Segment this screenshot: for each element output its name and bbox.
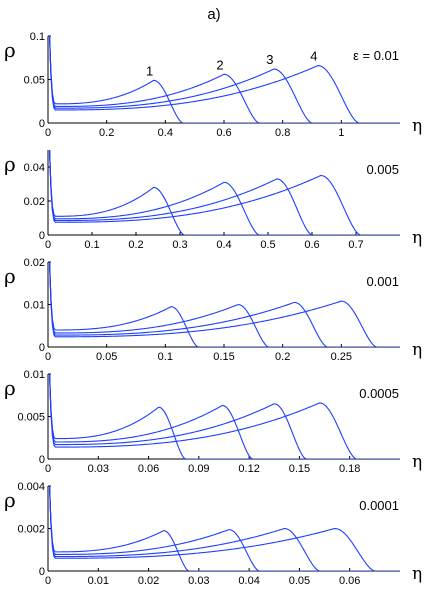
x-tick-label: 0.2 [275, 351, 290, 363]
x-axis-label: η [412, 116, 422, 136]
x-tick-label: 0.06 [339, 575, 360, 587]
x-tick-label: 0.15 [213, 351, 234, 363]
panel-4: 0 0.03 0.06 0.09 0.12 0.15 0.18 0 0.005 0.01 ρ η 0.0… [4, 369, 422, 475]
series-curve-3 [48, 262, 400, 347]
epsilon-annotation: ε = 0.01 [353, 48, 399, 63]
curve-label: 4 [310, 49, 317, 64]
x-tick-label: 0.02 [138, 575, 159, 587]
epsilon-annotation: 0.0001 [359, 498, 399, 513]
x-tick-label: 0.6 [216, 127, 231, 139]
y-tick-label: 0.01 [24, 369, 45, 381]
y-tick-label: 0 [39, 230, 45, 242]
x-tick-label: 0.04 [238, 575, 259, 587]
series-curve-3 [48, 374, 400, 459]
series-curve-1 [49, 486, 400, 571]
x-tick-label: 0 [45, 463, 51, 475]
series-curve-3 [48, 150, 400, 235]
y-axis-label: ρ [4, 264, 16, 288]
x-tick-label: 0.25 [331, 351, 352, 363]
series-curve-1 [49, 262, 400, 347]
y-tick-label: 0.1 [30, 31, 45, 43]
y-tick-label: 0.05 [24, 75, 45, 87]
x-tick-label: 1 [338, 127, 344, 139]
series-curve-1 [49, 36, 400, 123]
x-tick-label: 0 [45, 351, 51, 363]
y-tick-label: 0 [39, 342, 45, 354]
x-tick-label: 0.06 [138, 463, 159, 475]
y-tick-label: 0.004 [17, 481, 45, 493]
x-tick-label: 0.4 [158, 127, 173, 139]
y-tick-label: 0 [39, 566, 45, 578]
epsilon-annotation: 0.005 [366, 162, 399, 177]
x-tick-label: 0.3 [172, 239, 187, 251]
x-tick-label: 0.03 [88, 463, 109, 475]
x-tick-label: 0.12 [238, 463, 259, 475]
x-tick-label: 0 [45, 239, 51, 251]
y-tick-label: 0.01 [24, 300, 45, 312]
x-tick-label: 0.01 [88, 575, 109, 587]
y-tick-label: 0.005 [17, 412, 45, 424]
panel-1: 0 0.2 0.4 0.6 0.8 1 0 0.05 0.1 ρ η ε = 0.01 1 2 3 4 [4, 31, 422, 139]
series-curve-4 [48, 374, 400, 459]
series-curve-2 [49, 36, 400, 123]
x-tick-label: 0.1 [158, 351, 173, 363]
series-curve-2 [48, 262, 400, 347]
y-axis-label: ρ [4, 488, 16, 512]
epsilon-annotation: 0.0005 [359, 386, 399, 401]
x-tick-label: 0 [45, 127, 51, 139]
x-tick-label: 0.09 [188, 463, 209, 475]
x-tick-label: 0.15 [289, 463, 310, 475]
x-tick-label: 0.1 [84, 239, 99, 251]
x-tick-label: 0.05 [289, 575, 310, 587]
y-tick-label: 0.002 [17, 524, 45, 536]
x-tick-label: 0.7 [348, 239, 363, 251]
panel-2: 0 0.1 0.2 0.3 0.4 0.5 0.6 0.7 0 0.02 0.04 ρ η 0.005 [4, 150, 422, 251]
x-axis-label: η [412, 564, 422, 584]
series-curve-3 [48, 36, 400, 123]
series-curve-2 [49, 150, 400, 235]
y-tick-label: 0 [39, 118, 45, 130]
y-tick-label: 0.04 [24, 162, 45, 174]
series-curve-2 [49, 374, 400, 459]
y-axis-label: ρ [4, 38, 16, 62]
x-tick-label: 0.18 [339, 463, 360, 475]
series-curve-2 [49, 486, 400, 571]
panel-3: 0 0.05 0.1 0.15 0.2 0.25 0 0.01 0.02 ρ η 0.001 [4, 257, 422, 363]
series-curve-4 [48, 36, 400, 123]
y-axis-label: ρ [4, 152, 16, 176]
epsilon-annotation: 0.001 [366, 274, 399, 289]
x-tick-label: 0.05 [96, 351, 117, 363]
curve-label: 1 [146, 63, 153, 78]
y-tick-label: 0.02 [24, 257, 45, 269]
series-curve-1 [49, 150, 400, 235]
x-axis-label: η [412, 340, 422, 360]
series-curve-3 [48, 486, 400, 571]
x-axis-label: η [412, 452, 422, 472]
x-tick-label: 0.03 [188, 575, 209, 587]
y-axis-label: ρ [4, 376, 16, 400]
x-tick-label: 0 [45, 575, 51, 587]
y-tick-label: 0 [39, 454, 45, 466]
figure-title: a) [207, 6, 220, 23]
curve-label: 3 [266, 52, 273, 67]
x-tick-label: 0.6 [304, 239, 319, 251]
series-curve-4 [48, 150, 400, 235]
x-tick-label: 0.2 [99, 127, 114, 139]
series-curve-4 [48, 262, 400, 347]
series-curve-4 [48, 486, 400, 571]
series-curve-1 [49, 374, 400, 459]
x-tick-label: 0.2 [128, 239, 143, 251]
x-tick-label: 0.5 [260, 239, 275, 251]
y-tick-label: 0.02 [24, 196, 45, 208]
x-axis-label: η [412, 228, 422, 248]
curve-label: 2 [216, 57, 223, 72]
x-tick-label: 0.4 [216, 239, 231, 251]
x-tick-label: 0.8 [275, 127, 290, 139]
